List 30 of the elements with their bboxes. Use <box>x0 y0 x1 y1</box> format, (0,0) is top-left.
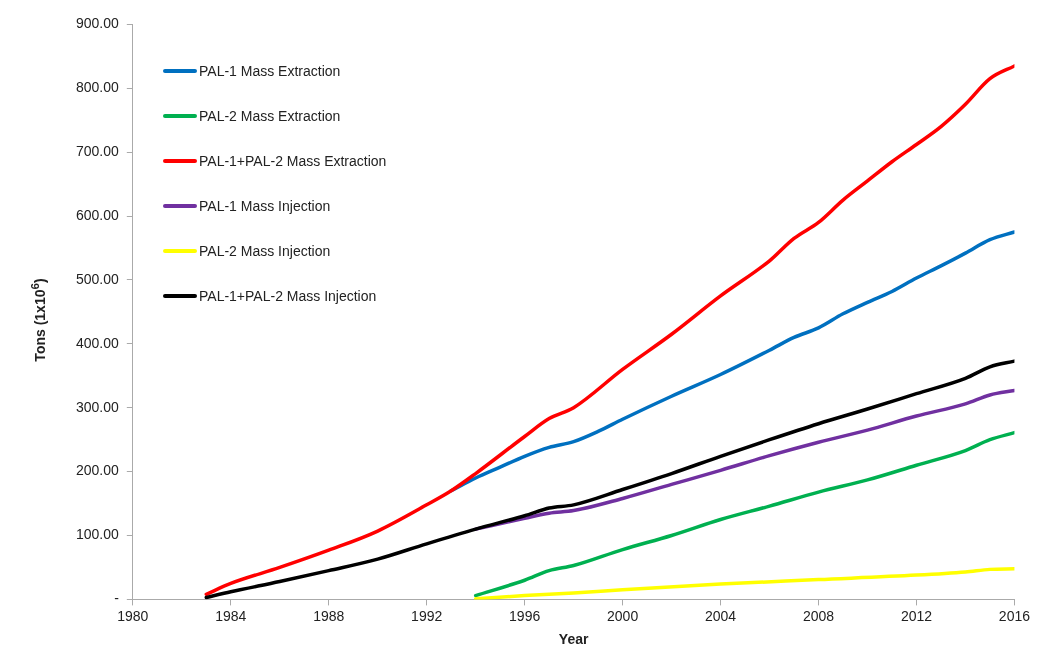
x-axis-title: Year <box>558 631 589 648</box>
y-tick-label: - <box>114 590 120 607</box>
legend-label: PAL-1+PAL-2 Mass Extraction <box>199 152 387 169</box>
legend-label: PAL-1+PAL-2 Mass Injection <box>199 287 377 304</box>
y-tick-label: 700.00 <box>75 143 120 160</box>
y-tick-label: 300.00 <box>75 398 120 415</box>
legend-label: PAL-1 Mass Injection <box>199 197 331 214</box>
y-tick-label: 200.00 <box>75 462 120 479</box>
x-tick-label: 1984 <box>215 607 247 624</box>
line-series <box>473 566 1015 600</box>
x-tick-label: 1992 <box>411 607 443 624</box>
y-tick-label: 400.00 <box>75 334 120 351</box>
y-tick-label: 900.00 <box>75 15 120 32</box>
line-series <box>473 430 1015 598</box>
legend-label: PAL-2 Mass Extraction <box>199 107 341 124</box>
x-tick-label: 2012 <box>900 607 933 624</box>
legend-label: PAL-2 Mass Injection <box>199 242 331 259</box>
y-tick-label: 600.00 <box>75 206 120 223</box>
x-tick-label: 2008 <box>802 607 835 624</box>
y-tick-label: 800.00 <box>75 79 120 96</box>
legend-label: PAL-1 Mass Extraction <box>199 62 341 79</box>
y-tick-label: 100.00 <box>75 526 120 543</box>
x-tick-label: 2000 <box>607 607 639 624</box>
line-series <box>204 359 1015 600</box>
x-tick-label: 1996 <box>509 607 541 624</box>
x-tick-label: 1980 <box>117 607 149 624</box>
y-tick-label: 500.00 <box>75 270 120 287</box>
x-tick-label: 2004 <box>704 607 737 624</box>
x-tick-label: 2016 <box>998 607 1031 624</box>
x-tick-label: 1988 <box>313 607 345 624</box>
